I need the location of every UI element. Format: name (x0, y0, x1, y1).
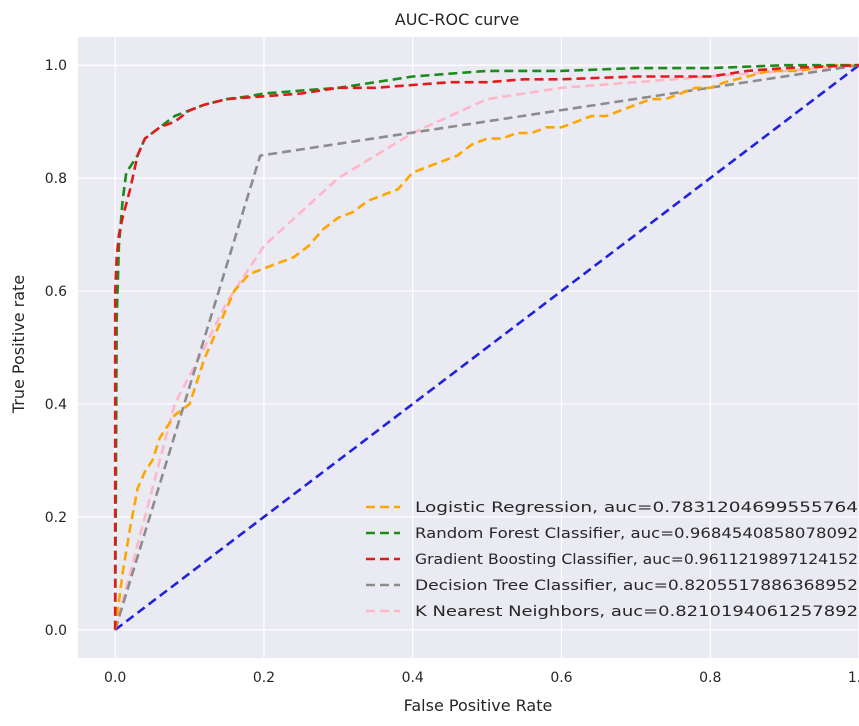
x-tick-label: 0.8 (699, 670, 721, 686)
plot-background (78, 37, 859, 658)
x-tick-label: 0.4 (402, 670, 424, 686)
series-line-5 (114, 64, 859, 631)
y-tick-label: 0.6 (45, 284, 67, 300)
series-lines (113, 63, 859, 631)
series-line-0 (113, 63, 859, 630)
series-line-4 (113, 63, 859, 631)
chart-title: AUC-ROC curve (395, 10, 519, 29)
y-tick-label: 0.0 (45, 623, 67, 639)
legend-label: Random Forest Classifier, auc=0.96845408… (415, 526, 858, 542)
x-tick-label: 0.0 (104, 670, 126, 686)
legend-label: Gradient Boosting Classifier, auc=0.9611… (415, 552, 858, 568)
x-tick-label: 0.2 (253, 670, 275, 686)
y-tick-label: 0.2 (45, 510, 67, 526)
legend-label: Logistic Regression, auc=0.7831204699555… (415, 500, 858, 516)
x-tick-label: 1.0 (848, 670, 859, 686)
x-tick-label: 0.6 (550, 670, 572, 686)
grid-lines (78, 37, 859, 658)
legend-label: K Nearest Neighbors, auc=0.8210194061257… (415, 604, 858, 620)
legend: Logistic Regression, auc=0.7831204699555… (366, 500, 858, 620)
tick-labels: 0.0 0.2 0.4 0.6 0.8 1.0 0.0 0.2 0.4 0.6 0.8 1.0 (45, 58, 859, 686)
legend-label: Decision Tree Classifier, auc=0.82055178… (415, 578, 858, 594)
series-line-3 (113, 63, 859, 631)
y-tick-label: 0.8 (45, 171, 67, 187)
series-line-2 (113, 63, 859, 630)
y-tick-label: 1.0 (45, 58, 67, 74)
y-axis-label: True Positive rate (9, 275, 28, 414)
x-axis-label: False Positive Rate (404, 696, 553, 715)
y-tick-label: 0.4 (45, 397, 67, 413)
